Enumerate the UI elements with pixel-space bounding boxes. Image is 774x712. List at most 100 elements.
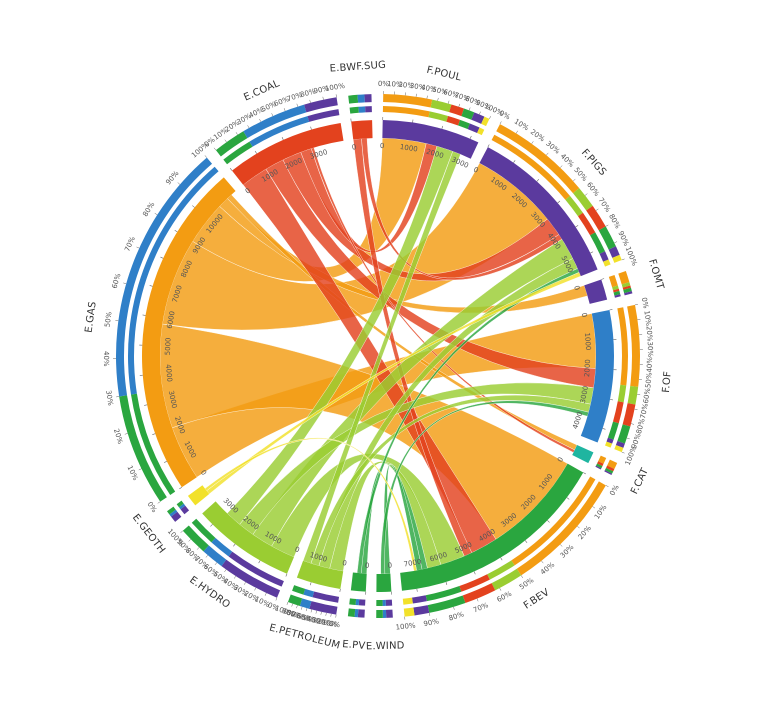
value-tick-label: 4000 xyxy=(571,411,584,430)
percent-tick xyxy=(621,258,625,261)
segment-arc xyxy=(580,309,614,443)
percent-tick-label: 60% xyxy=(642,387,652,404)
percent-tick xyxy=(426,95,428,99)
value-tick-label: 0 xyxy=(580,312,589,318)
percent-tick-label: 90% xyxy=(164,169,180,186)
percent-tick-label: 0% xyxy=(640,297,650,310)
percent-tick xyxy=(322,96,324,100)
percent-tick xyxy=(124,433,128,435)
ribbons xyxy=(159,137,597,575)
composition-ring-slice xyxy=(292,585,306,595)
percentage-ring-slice xyxy=(615,440,625,448)
percent-tick-label: 0% xyxy=(266,601,280,613)
percent-tick xyxy=(138,468,142,471)
value-tick xyxy=(144,404,148,406)
segment-arc xyxy=(231,122,344,185)
percent-tick-label: 80% xyxy=(299,87,316,99)
value-tick-label: 0 xyxy=(472,166,480,175)
percent-tick xyxy=(325,612,327,616)
composition-ring-slice xyxy=(617,307,628,386)
composition-ring-slice xyxy=(307,109,340,122)
value-tick xyxy=(601,278,605,280)
composition-ring-slice xyxy=(603,259,611,267)
percent-tick-label: 50% xyxy=(518,576,536,591)
percent-tick xyxy=(233,575,237,579)
segment-e-bwf-sug: 0 E.BWF.SUG xyxy=(329,60,386,152)
composition-ring-slice xyxy=(180,505,190,515)
composition-ring-slice xyxy=(382,599,386,606)
composition-ring-slice xyxy=(402,597,413,605)
segment-arc xyxy=(350,572,367,592)
percentage-ring-slice xyxy=(166,506,176,515)
composition-ring-slice xyxy=(605,441,613,448)
percentage-ring-slice xyxy=(243,104,307,139)
percentage-ring-slice xyxy=(430,99,452,113)
percent-tick-label: 40% xyxy=(539,560,556,576)
segments: 0 1000 200030000%10%20%30%40%50%60%70%80%9… xyxy=(84,60,674,653)
percent-tick xyxy=(301,606,303,610)
percent-tick xyxy=(286,601,289,605)
composition-ring-slice xyxy=(376,599,383,606)
percent-tick xyxy=(572,178,576,182)
composition-ring-slice xyxy=(385,599,393,606)
percent-tick-label: 80% xyxy=(448,610,466,622)
percent-tick-label: 90% xyxy=(313,84,330,95)
percentage-ring-slice xyxy=(304,97,338,113)
composition-ring-slice xyxy=(358,106,366,113)
value-tick-label: 0 xyxy=(387,562,392,570)
percent-tick-label: 80% xyxy=(141,200,156,218)
percent-tick-label: 70% xyxy=(123,235,137,253)
segment-arc xyxy=(187,485,210,506)
segment-label-f-of: F.OF xyxy=(661,371,674,394)
value-tick-label: 0 xyxy=(342,559,348,568)
composition-ring-slice xyxy=(355,599,360,606)
value-tick-label: 3000 xyxy=(579,385,590,404)
percentage-ring-slice xyxy=(608,246,620,258)
percent-tick xyxy=(437,97,439,101)
percent-tick xyxy=(275,597,278,601)
value-tick-label: 4000 xyxy=(164,364,173,382)
value-tick-label: 5000 xyxy=(164,337,173,355)
percent-tick xyxy=(224,139,227,143)
value-tick xyxy=(281,136,284,140)
value-tick xyxy=(254,150,257,154)
percentage-ring-slice xyxy=(622,285,631,290)
composition-ring-slice xyxy=(459,574,490,592)
percentage-ring-slice xyxy=(169,509,178,517)
percent-tick xyxy=(154,212,158,216)
percent-tick xyxy=(476,598,479,602)
percentage-ring-slice xyxy=(364,94,372,103)
percent-tick-label: 50% xyxy=(644,372,653,389)
value-tick xyxy=(160,256,164,259)
percent-tick xyxy=(213,147,217,151)
value-tick xyxy=(536,179,540,182)
composition-ring-slice xyxy=(349,598,357,605)
ribbon-e.coal-to-f.bev xyxy=(242,168,497,554)
percentage-ring-slice xyxy=(623,287,632,294)
percentage-ring-slice xyxy=(221,559,281,598)
value-tick xyxy=(609,399,613,401)
percent-tick-label: 30% xyxy=(409,82,426,92)
segment-label-e-bwf-sug: E.BWF.SUG xyxy=(329,60,386,75)
value-tick xyxy=(513,160,516,163)
percentage-ring-slice xyxy=(383,94,433,108)
percentage-ring-slice xyxy=(376,609,383,618)
percentage-ring-slice xyxy=(203,545,227,567)
value-tick xyxy=(487,144,490,148)
value-tick xyxy=(233,543,236,547)
percentage-ring-slice xyxy=(309,601,338,615)
percent-tick xyxy=(453,606,455,610)
value-tick-label: 0 xyxy=(365,562,370,570)
percent-tick-label: 20% xyxy=(577,524,593,541)
composition-ring-slice xyxy=(578,212,596,236)
composition-ring-slice xyxy=(349,106,359,114)
percentage-ring-slice xyxy=(354,608,359,618)
composition-ring-slice xyxy=(590,232,606,254)
value-tick-label: 0 xyxy=(199,469,208,477)
percent-tick-label: 50% xyxy=(572,166,589,183)
percentage-ring-slice xyxy=(413,605,430,616)
percent-tick-label: 40% xyxy=(102,351,110,367)
value-tick xyxy=(192,205,195,208)
percent-tick xyxy=(626,437,630,440)
value-tick xyxy=(152,433,156,435)
